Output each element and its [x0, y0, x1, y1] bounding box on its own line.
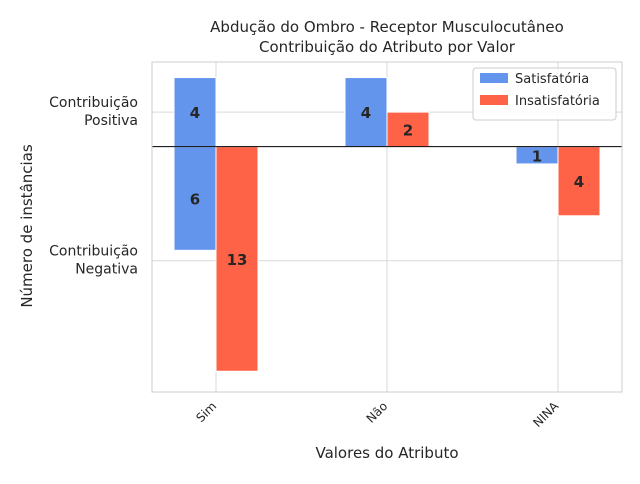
chart-title: Abdução do Ombro - Receptor Musculocutân… — [210, 18, 564, 36]
data-label: 4 — [190, 104, 200, 122]
bar-positive — [386, 111, 430, 148]
plot-frame — [151, 61, 623, 393]
data-label: 6 — [190, 190, 200, 208]
x-tick-label: Não — [364, 399, 391, 426]
x-tick-label: NINA — [530, 398, 561, 429]
chart-subtitle: Contribuição do Atributo por Valor — [259, 38, 516, 56]
legend-swatch — [480, 73, 508, 83]
x-axis-label: Valores do Atributo — [315, 444, 458, 462]
y-axis-label: Número de instâncias — [18, 144, 36, 308]
legend-swatch — [480, 95, 508, 105]
x-tick-label: Sim — [193, 399, 219, 425]
data-label: 13 — [227, 251, 248, 269]
legend: Satisfatória Insatisfatória — [472, 67, 617, 121]
legend-box — [472, 67, 617, 121]
data-label: 4 — [361, 104, 371, 122]
legend-label: Satisfatória — [515, 72, 589, 87]
bar-negative — [557, 146, 601, 217]
bar-positive — [173, 77, 217, 148]
bar-positive — [344, 77, 388, 148]
data-label: 2 — [403, 121, 413, 139]
legend-label: Insatisfatória — [515, 94, 600, 109]
bars: 4 6 4 1 13 2 4 — [173, 77, 601, 372]
data-label: 4 — [574, 173, 584, 191]
y-tick-label: Contribuição Negativa — [49, 244, 138, 278]
data-label: 1 — [532, 147, 542, 165]
y-tick-label: Contribuição Positiva — [49, 95, 138, 129]
